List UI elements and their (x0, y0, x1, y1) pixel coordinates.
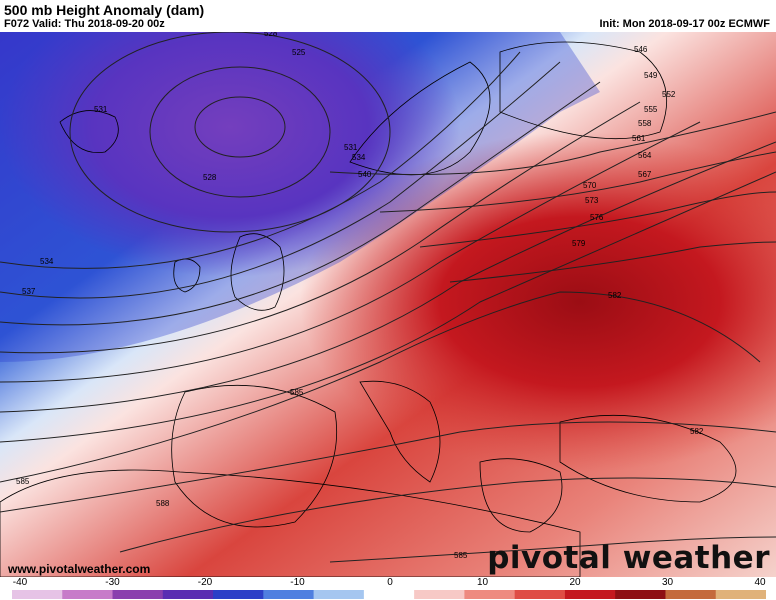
contour-label: 555 (644, 105, 658, 114)
contour-label: 549 (644, 71, 658, 80)
contour-label: 582 (690, 427, 704, 436)
contour-label: 546 (634, 45, 648, 54)
colorbar-swatch (112, 590, 164, 599)
contour-label: 585 (290, 388, 304, 397)
contour-label: 540 (358, 170, 372, 179)
colorbar-swatch (363, 590, 415, 599)
contour-label: 564 (638, 151, 652, 160)
colorbar-swatch (62, 590, 114, 599)
contour-label: 525 (292, 48, 306, 57)
trough-band (0, 32, 600, 362)
colorbar-swatch (263, 590, 315, 599)
colorbar-tick-label: -30 (105, 577, 120, 588)
colorbar-swatch (564, 590, 616, 599)
contour-label: 573 (585, 196, 599, 205)
contour-label: 585 (454, 551, 468, 560)
colorbar-tick-label: 10 (476, 577, 489, 588)
colorbar-swatch (464, 590, 516, 599)
contour-label: 534 (40, 257, 54, 266)
contour-label: 585 (16, 477, 30, 486)
contour-label: 576 (590, 213, 604, 222)
colorbar-swatch (213, 590, 264, 599)
contour-label: 528 (264, 32, 278, 38)
colorbar-swatch (12, 590, 63, 599)
high-anomaly-region (300, 132, 776, 472)
colorbar-tick-label: 30 (661, 577, 674, 588)
colorbar-tick-label: 20 (569, 577, 581, 588)
contour-label: 570 (583, 181, 597, 190)
contour-label: 567 (638, 170, 652, 179)
colorbar-tick-label: 40 (754, 577, 766, 588)
contour-label: 531 (344, 143, 358, 152)
colorbar: -40 -30 -20 -10 0 10 20 30 40 (0, 577, 776, 600)
contour-label: 582 (608, 291, 622, 300)
contour-label: 588 (156, 499, 170, 508)
map-canvas[interactable]: 528 525 531 528 531 534 540 534 537 546 … (0, 32, 776, 577)
init-time: Init: Mon 2018-09-17 00z ECMWF (599, 18, 770, 30)
colorbar-swatch (514, 590, 566, 599)
contour-label: 558 (638, 119, 652, 128)
colorbar-swatch (313, 590, 365, 599)
colorbar-swatch (665, 590, 717, 599)
colorbar-swatch (414, 590, 465, 599)
map-title: 500 mb Height Anomaly (dam) (4, 2, 205, 18)
colorbar-tick-label: -20 (197, 577, 213, 588)
map-svg: 528 525 531 528 531 534 540 534 537 546 … (0, 32, 776, 577)
brand-logo: pivotal weather (487, 540, 770, 576)
contour-label: 534 (352, 153, 366, 162)
website-credit: www.pivotalweather.com (8, 562, 151, 576)
valid-time: F072 Valid: Thu 2018-09-20 00z (4, 18, 165, 30)
contour-label: 528 (203, 173, 217, 182)
header-bar: 500 mb Height Anomaly (dam) F072 Valid: … (0, 0, 776, 32)
colorbar-swatch (615, 590, 666, 599)
colorbar-tick-label: -40 (12, 577, 28, 588)
colorbar-tick-label: -10 (290, 577, 305, 588)
contour-label: 531 (94, 105, 108, 114)
colorbar-tick-label: 0 (387, 577, 393, 588)
contour-label: 579 (572, 239, 586, 248)
colorbar-swatch (162, 590, 214, 599)
height-contours (0, 32, 776, 563)
colorbar-strip (12, 590, 766, 599)
contour-label: 552 (662, 90, 676, 99)
colorbar-swatch (715, 590, 766, 599)
contour-label: 561 (632, 134, 646, 143)
contour-labels: 528 525 531 528 531 534 540 534 537 546 … (16, 32, 704, 560)
contour-label: 537 (22, 287, 36, 296)
